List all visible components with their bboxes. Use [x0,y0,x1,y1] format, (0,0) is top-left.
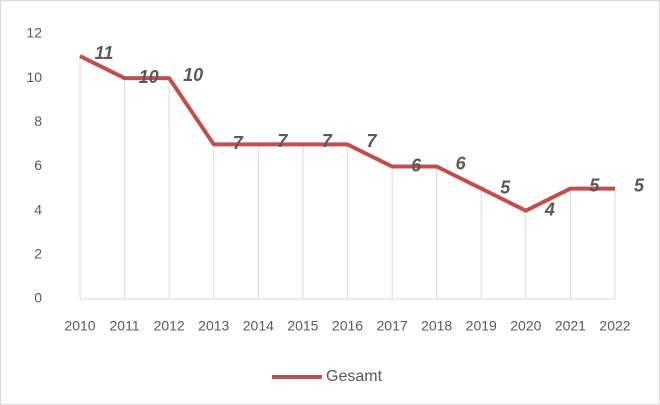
value-label: 7 [277,131,288,151]
x-tick-label: 2020 [510,318,541,334]
x-tick-label: 2018 [421,318,452,334]
y-tick-label: 0 [34,290,42,306]
value-label: 10 [139,67,159,87]
x-tick-label: 2014 [243,318,274,334]
value-label: 7 [322,131,333,151]
y-tick-label: 2 [34,246,42,262]
x-tick-label: 2015 [287,318,318,334]
x-tick-label: 2012 [154,318,185,334]
value-label: 5 [589,175,600,195]
y-tick-label: 6 [34,157,42,173]
x-tick-label: 2021 [555,318,586,334]
value-label: 10 [183,65,203,85]
value-label: 6 [411,155,422,175]
value-label: 4 [544,199,555,219]
value-label: 7 [233,133,244,153]
y-tick-label: 4 [34,201,42,217]
x-tick-label: 2016 [332,318,363,334]
value-label: 6 [456,153,467,173]
x-tick-label: 2022 [599,318,630,334]
x-tick-label: 2013 [198,318,229,334]
legend-label: Gesamt [326,368,383,385]
series-line [79,54,615,213]
value-label: 5 [634,175,645,195]
y-tick-label: 10 [26,69,42,85]
value-label: 11 [95,43,114,63]
x-tick-label: 2011 [110,318,140,334]
value-label: 7 [366,131,377,151]
x-tick-label: 2019 [466,318,497,334]
x-tick-label: 2010 [64,318,95,334]
x-tick-label: 2017 [377,318,408,334]
value-label: 5 [500,177,511,197]
y-tick-label: 8 [34,113,42,129]
y-tick-label: 12 [26,25,42,41]
